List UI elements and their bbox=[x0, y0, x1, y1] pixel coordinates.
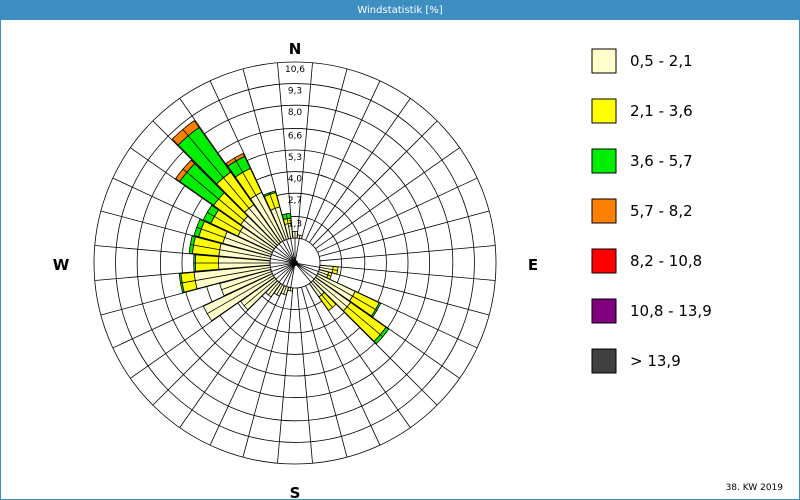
petal-axis bbox=[294, 262, 332, 277]
legend-swatch bbox=[591, 148, 617, 174]
legend-swatch bbox=[591, 198, 617, 224]
petal-axis bbox=[294, 262, 378, 311]
petal-axis bbox=[283, 262, 296, 295]
legend-swatch bbox=[591, 298, 617, 324]
grid-spoke bbox=[277, 62, 294, 239]
legend-label: 3,6 - 5,7 bbox=[630, 152, 693, 170]
petal-axis bbox=[180, 262, 296, 284]
grid-spoke bbox=[309, 98, 411, 243]
legend-label: 10,8 - 13,9 bbox=[630, 302, 712, 320]
grid-spoke bbox=[301, 287, 348, 458]
petal-axis bbox=[234, 157, 296, 264]
grid-spoke bbox=[209, 285, 285, 446]
grid-spoke bbox=[277, 287, 294, 464]
grid-spoke bbox=[312, 120, 438, 246]
grid-ring bbox=[115, 83, 475, 443]
grid-ring bbox=[181, 149, 409, 377]
grid-spoke bbox=[315, 147, 460, 249]
compass-west-label: W bbox=[53, 256, 70, 274]
petal-axis bbox=[207, 211, 296, 264]
petal-axis bbox=[207, 262, 296, 315]
grid-ring bbox=[93, 61, 497, 465]
grid-ring bbox=[160, 128, 430, 398]
grid-spoke bbox=[305, 285, 381, 446]
radial-tick-label: 6,6 bbox=[288, 131, 303, 141]
compass-north-label: N bbox=[289, 40, 302, 58]
legend-label: 0,5 - 2,1 bbox=[630, 52, 693, 70]
grid-ring bbox=[136, 104, 454, 422]
legend-label: > 13,9 bbox=[630, 352, 681, 370]
petal-axis bbox=[196, 226, 296, 264]
legend-swatch bbox=[591, 98, 617, 124]
legend-label: 5,7 - 8,2 bbox=[630, 202, 693, 220]
grid-spoke bbox=[242, 287, 289, 458]
grid-spoke bbox=[305, 80, 381, 241]
grid-spoke bbox=[319, 264, 496, 281]
calendar-week-label: 38. KW 2019 bbox=[725, 483, 783, 493]
radial-tick-label: 9,3 bbox=[288, 87, 302, 97]
grid-spoke bbox=[179, 283, 281, 428]
petal-axis bbox=[294, 262, 338, 271]
grid-spoke bbox=[296, 62, 313, 239]
legend-swatch bbox=[591, 48, 617, 74]
radial-tick-label: 2,7 bbox=[288, 196, 302, 206]
petal-axis bbox=[269, 192, 296, 264]
petal-axis bbox=[267, 262, 296, 296]
petal-axis bbox=[294, 262, 384, 338]
radial-tick-label: 4,0 bbox=[288, 175, 303, 185]
petal-axis bbox=[190, 244, 296, 264]
wind-rose-chart: 1,3 2,7 4,0 5,3 6,6 8,0 9,3 10,6 N E S W 0,5 - 2,1 2,… bbox=[53, 40, 712, 499]
compass-east-label: E bbox=[528, 256, 538, 274]
petal-axis bbox=[276, 262, 296, 295]
legend-swatch bbox=[591, 348, 617, 374]
grid-spoke bbox=[301, 68, 348, 239]
radial-tick-label: 10,6 bbox=[285, 65, 305, 75]
grid-spoke bbox=[319, 269, 490, 316]
petal-axis bbox=[243, 262, 296, 307]
center-hub bbox=[292, 260, 298, 266]
legend-label: 2,1 - 3,6 bbox=[630, 102, 693, 120]
radial-tick-label: 5,3 bbox=[288, 153, 302, 163]
legend-label: 8,2 - 10,8 bbox=[630, 252, 702, 270]
window-title: Windstatistik [%] bbox=[1, 1, 799, 20]
grid-spoke bbox=[296, 287, 313, 464]
grid-spoke bbox=[319, 245, 496, 262]
petal-axis bbox=[285, 213, 296, 264]
petal-axis bbox=[182, 168, 296, 264]
radial-tick-label: 8,0 bbox=[288, 108, 303, 118]
compass-south-label: S bbox=[290, 484, 301, 499]
petal-axis bbox=[182, 129, 296, 264]
petal-axis bbox=[221, 262, 296, 291]
legend-swatch bbox=[591, 248, 617, 274]
petal-axis bbox=[294, 235, 301, 264]
radial-tick-label: 1,3 bbox=[288, 219, 302, 229]
petal-axis bbox=[289, 262, 296, 291]
grid-spoke bbox=[319, 210, 490, 257]
petal-axis bbox=[294, 262, 333, 308]
grid-spoke bbox=[317, 177, 478, 253]
